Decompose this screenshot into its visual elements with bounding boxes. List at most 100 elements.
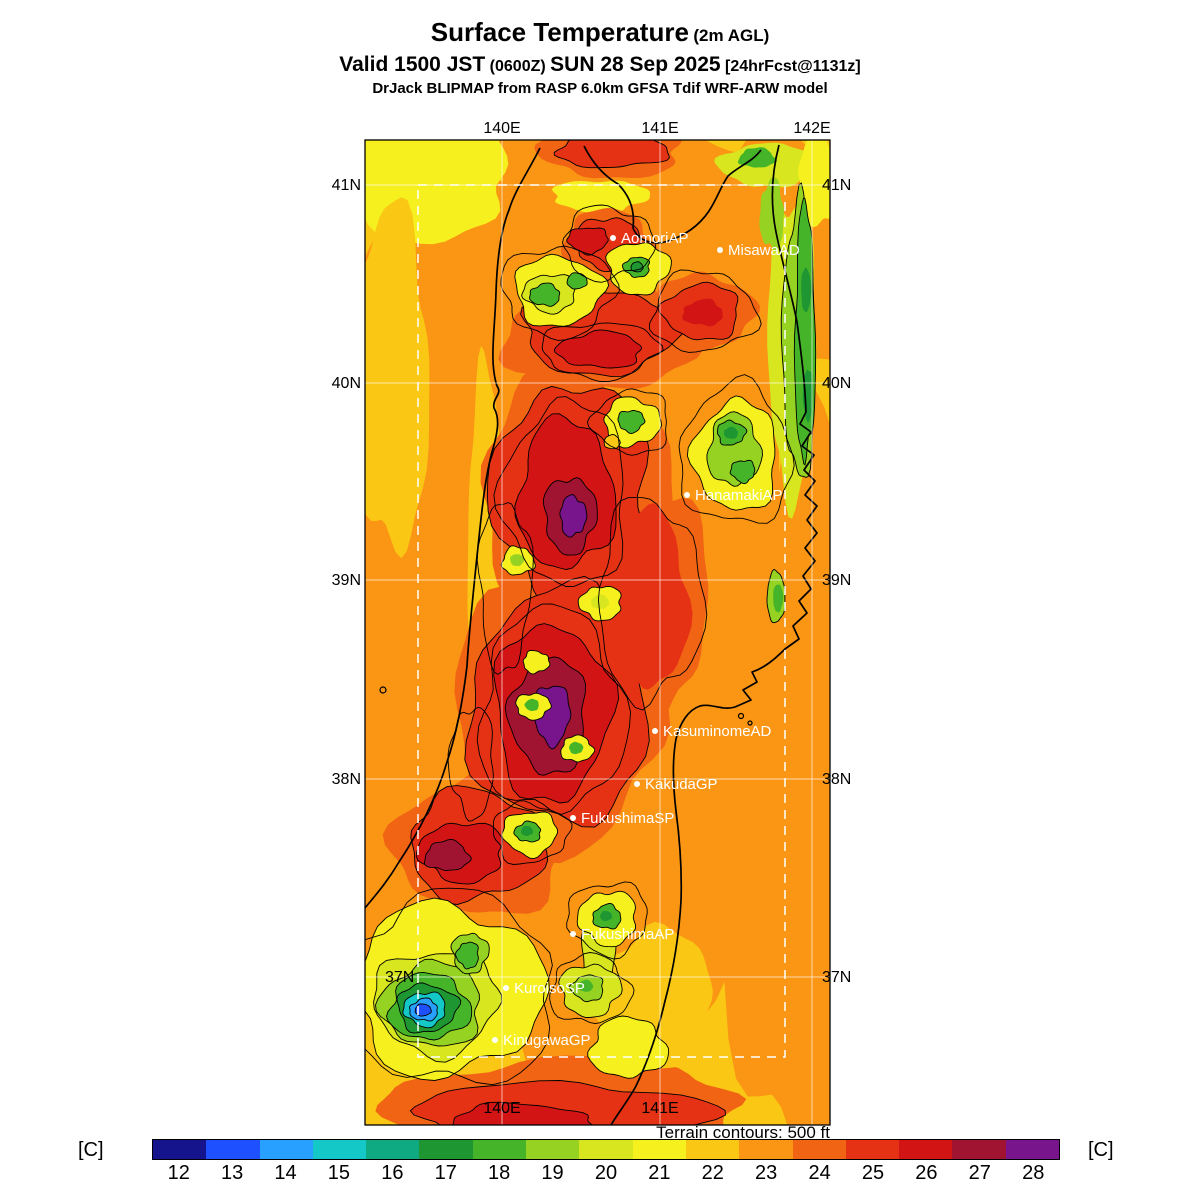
colorbar-cell	[526, 1140, 580, 1159]
lat-label-right: 40N	[822, 375, 851, 392]
colorbar-cell	[1005, 1140, 1060, 1159]
temperature-field	[365, 140, 830, 1125]
temperature-region	[682, 298, 723, 327]
latlon-grid	[365, 140, 830, 1125]
island	[379, 686, 387, 694]
terrain-contour-line	[500, 245, 620, 341]
lat-label-left: 38N	[332, 771, 361, 788]
temperature-region	[510, 554, 525, 566]
model-domain-box	[417, 184, 786, 1058]
station-marker	[717, 247, 723, 253]
temperature-region	[455, 941, 479, 970]
temperature-region	[708, 384, 830, 1125]
lat-label-right: 38N	[822, 771, 851, 788]
station-marker	[492, 1037, 498, 1043]
terrain-contour-line	[562, 204, 657, 283]
lat-label-right: 37N	[822, 969, 851, 986]
temperature-region	[801, 267, 812, 313]
station-label: MisawaAD	[728, 242, 800, 259]
lon-label-top: 140E	[483, 120, 520, 137]
station-label: HanamakiAP	[695, 487, 783, 504]
temperature-region	[414, 1003, 432, 1017]
valid-time-note: (0600Z)	[489, 57, 546, 75]
temperature-region	[579, 979, 594, 992]
colorbar-tick-label: 27	[968, 1162, 991, 1184]
temperature-region	[529, 282, 561, 307]
island	[737, 712, 745, 720]
station-marker	[684, 492, 690, 498]
terrain-contour-line	[566, 881, 648, 960]
temperature-region	[365, 197, 430, 559]
colorbar-cell	[366, 1140, 420, 1159]
lat-label-left: 40N	[332, 375, 361, 392]
station-marker	[503, 985, 509, 991]
colorbar-tick-label: 23	[755, 1162, 778, 1184]
colorbar-cell	[259, 1140, 313, 1159]
colorbar-tick-labels: 12 13 14 15 16 17 18 19 20 21 22 23 24 25 26 27 28	[152, 1162, 1060, 1185]
colorbar-tick-label: 25	[861, 1162, 885, 1184]
colorbar-tick-label: 14	[274, 1162, 297, 1184]
colorbar-cell	[153, 1140, 207, 1159]
terrain-contour-line	[476, 603, 631, 815]
valid-line: Valid 1500 JST (0600Z) SUN 28 Sep 2025 […	[0, 52, 1200, 78]
colorbar-unit-left: [C]	[78, 1139, 104, 1161]
coastline-mutsu-bay	[583, 145, 762, 244]
temperature-region	[591, 594, 610, 609]
title-note: (2m AGL)	[693, 26, 770, 45]
temperature-region	[522, 649, 551, 675]
station-marker	[634, 781, 640, 787]
temperature-region	[566, 272, 588, 290]
colorbar-cell	[845, 1140, 900, 1159]
colorbar-tick-label: 19	[541, 1162, 564, 1184]
station-marker	[652, 728, 658, 734]
temperature-region	[607, 503, 693, 690]
map-frame	[364, 139, 831, 1126]
lon-label-top: 141E	[641, 120, 678, 137]
colorbar-tick-label: 18	[488, 1162, 511, 1184]
temperature-region	[551, 180, 651, 214]
colorbar: 12 13 14 15 16 17 18 19 20 21 22 23 24 25 26 27 28	[152, 1139, 1060, 1185]
station-label: AomoriAP	[621, 230, 689, 247]
temperature-region	[553, 140, 670, 169]
colorbar-tick-label: 21	[648, 1162, 671, 1184]
station-label: KasuminomeAD	[663, 723, 772, 740]
lon-label-bottom: 141E	[641, 1100, 678, 1117]
lat-label-left: 37N	[385, 969, 414, 986]
colorbar-cells	[152, 1139, 1060, 1160]
terrain-note: Terrain contours: 500 ft	[656, 1123, 830, 1142]
station-marker	[570, 815, 576, 821]
terrain-contour-line	[597, 496, 708, 711]
colorbar-cell	[739, 1140, 793, 1159]
station-label: FukushimaAP	[581, 926, 674, 943]
colorbar-tick-label: 12	[167, 1162, 190, 1184]
terrain-contour-line	[365, 887, 553, 1086]
terrain-contour-line	[549, 952, 635, 1025]
coastline-west	[365, 147, 541, 909]
valid-prefix: Valid 1500 JST	[339, 52, 486, 76]
temperature-region	[553, 329, 643, 369]
lon-label-bottom: 140E	[483, 1100, 520, 1117]
colorbar-unit-right: [C]	[1088, 1139, 1114, 1161]
station-label: KuroisoSP	[514, 980, 585, 997]
colorbar-tick-label: 24	[808, 1162, 831, 1184]
colorbar-tick-label: 20	[594, 1162, 618, 1184]
terrain-contour-line	[447, 706, 494, 822]
colorbar-cell	[472, 1140, 527, 1159]
colorbar-cell	[206, 1140, 260, 1159]
temperature-region	[773, 584, 784, 613]
temperature-region	[452, 1101, 593, 1125]
temperature-region	[600, 911, 613, 922]
coastline	[365, 144, 818, 1125]
temperature-region	[423, 838, 472, 871]
station-label: KakudaGP	[645, 776, 718, 793]
terrain-contour-line	[586, 388, 667, 456]
page-title: Surface Temperature	[430, 17, 689, 47]
temperature-region	[520, 825, 534, 836]
colorbar-tick-label: 28	[1022, 1162, 1045, 1184]
colorbar-cell	[312, 1140, 367, 1159]
island	[747, 720, 753, 726]
colorbar-cell	[632, 1140, 686, 1159]
colorbar-tick-label: 22	[701, 1162, 724, 1184]
lat-label-right: 41N	[822, 177, 851, 194]
